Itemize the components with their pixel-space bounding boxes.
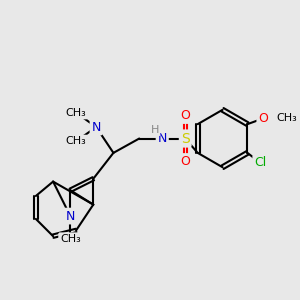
Text: O: O — [258, 112, 268, 125]
Text: CH₃: CH₃ — [66, 108, 86, 118]
Text: N: N — [66, 210, 75, 223]
Text: H: H — [151, 125, 159, 135]
Text: CH₃: CH₃ — [276, 113, 297, 123]
Text: N: N — [92, 121, 101, 134]
Text: S: S — [181, 131, 190, 146]
Text: O: O — [180, 109, 190, 122]
Text: Cl: Cl — [254, 156, 266, 170]
Text: O: O — [180, 155, 190, 168]
Text: N: N — [158, 132, 167, 145]
Text: CH₃: CH₃ — [60, 234, 81, 244]
Text: CH₃: CH₃ — [66, 136, 86, 146]
